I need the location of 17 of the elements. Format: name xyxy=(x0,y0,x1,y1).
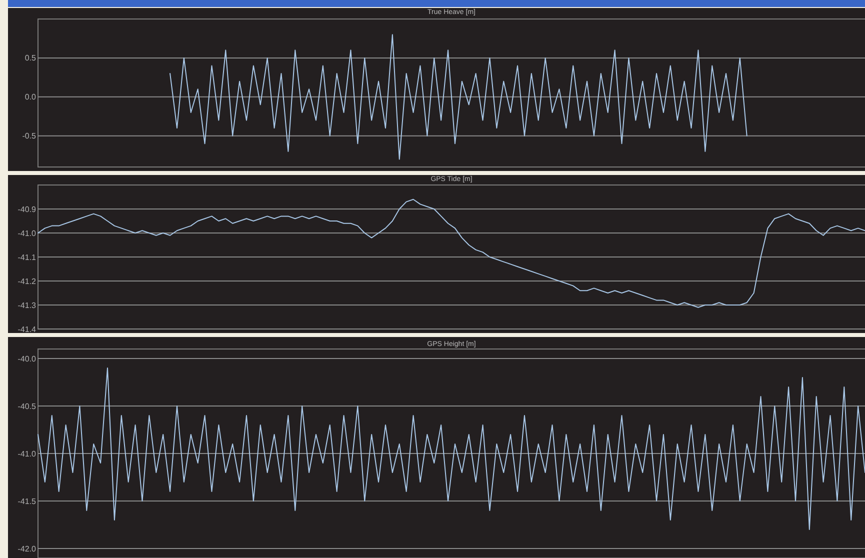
y-tick-label: 0.0 xyxy=(24,92,37,102)
y-tick-label: -0.5 xyxy=(22,132,37,141)
line-series xyxy=(170,34,748,160)
y-tick-label: -41.2 xyxy=(18,276,37,286)
y-tick-label: -41.5 xyxy=(18,496,37,506)
line-series xyxy=(38,368,865,530)
y-tick-label: -40.5 xyxy=(18,402,37,411)
y-tick-label: -40.9 xyxy=(18,204,37,214)
y-tick-label: -41.0 xyxy=(18,228,37,238)
y-tick-label: 0.5 xyxy=(24,54,37,63)
y-tick-label: -41.0 xyxy=(18,449,37,458)
y-tick-label: -42.0 xyxy=(18,544,37,554)
y-tick-label: -41.3 xyxy=(18,300,37,310)
line-series xyxy=(38,198,865,308)
y-tick-label: -41.4 xyxy=(18,324,37,334)
y-tick-label: -40.0 xyxy=(18,354,37,364)
y-tick-label: -41.1 xyxy=(18,252,37,262)
